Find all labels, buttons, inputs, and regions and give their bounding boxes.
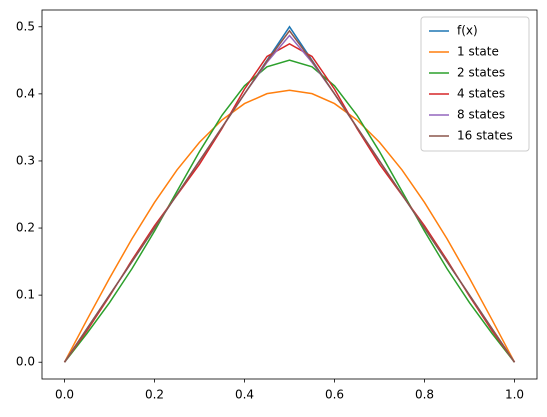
- y-tick-label: 0.0: [16, 355, 35, 369]
- y-tick-label: 0.4: [16, 86, 35, 100]
- x-tick-label: 0.2: [145, 388, 164, 402]
- x-tick-label: 0.4: [235, 388, 254, 402]
- x-tick-label: 0.0: [55, 388, 74, 402]
- legend-label: 4 states: [457, 87, 505, 101]
- legend-label: 16 states: [457, 129, 513, 143]
- x-tick-label: 1.0: [505, 388, 524, 402]
- x-tick-label: 0.8: [415, 388, 434, 402]
- x-tick-label: 0.6: [325, 388, 344, 402]
- axes-frame: [41, 9, 538, 380]
- y-tick-label: 0.5: [16, 19, 35, 33]
- legend-label: 8 states: [457, 108, 505, 122]
- legend-box: [420, 16, 530, 152]
- legend-label: f(x): [457, 24, 478, 38]
- series-line: [63, 43, 516, 363]
- y-tick-label: 0.1: [16, 288, 35, 302]
- series-line: [63, 89, 516, 363]
- series-line: [63, 59, 516, 363]
- legend-label: 2 states: [457, 66, 505, 80]
- legend-label: 1 state: [457, 45, 499, 59]
- y-tick-label: 0.2: [16, 221, 35, 235]
- y-tick-label: 0.3: [16, 153, 35, 167]
- series-line: [63, 29, 516, 363]
